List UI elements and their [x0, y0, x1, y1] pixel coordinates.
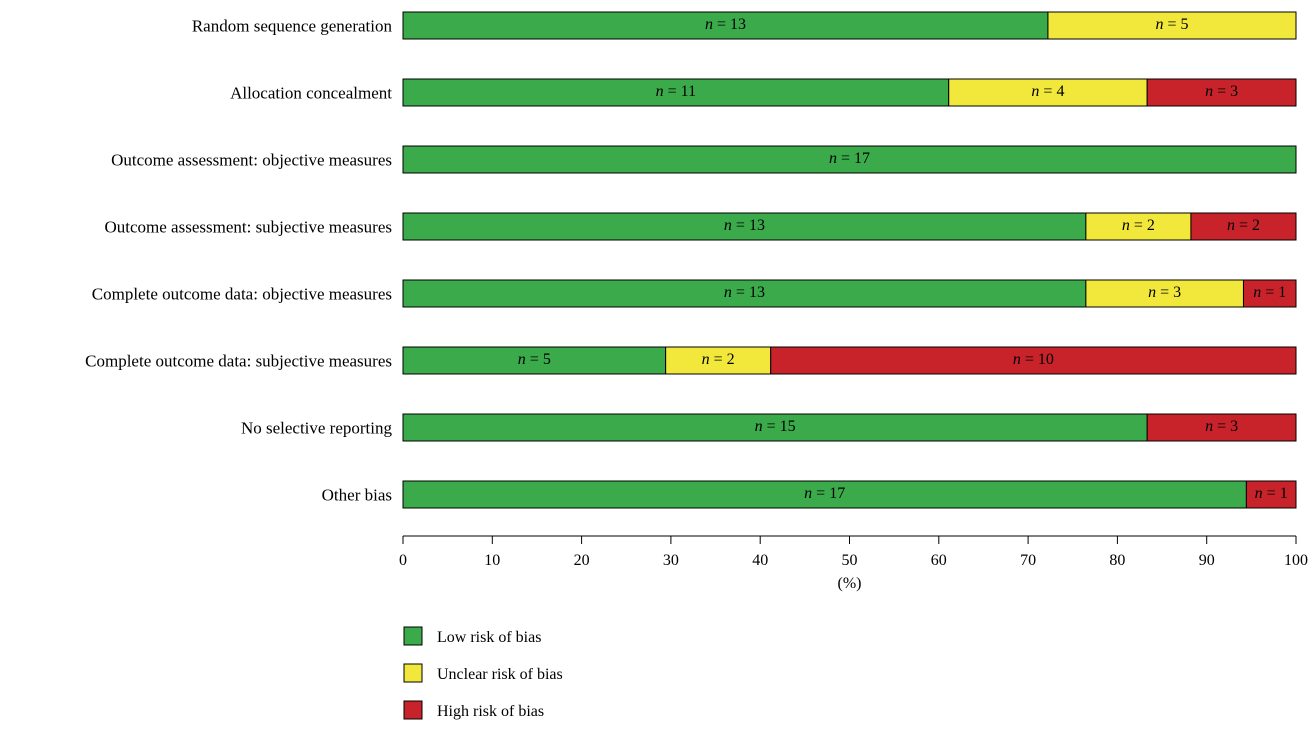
x-axis: 0 10 20 30 40 50 60 70 80 90 100 (%): [399, 535, 1308, 592]
bar-segment-low-risk-of-bias-complete-outcome-data-objective-measures: [402, 279, 1087, 308]
category-label-complete-outcome-data-objective-measures: Complete outcome data: objective measure…: [92, 285, 392, 304]
bar-segment-low-risk-of-bias-outcome-assessment-subjective-measures: [402, 212, 1087, 241]
x-tick-label-0: 0: [399, 552, 407, 569]
bar-segment-unclear-risk-of-bias-complete-outcome-data-subjective-measures: [665, 346, 772, 375]
segment-label-high-risk-of-bias-complete-outcome-data-objective-measures: n = 1: [1253, 284, 1286, 301]
category-label-outcome-assessment-objective-measures: Outcome assessment: objective measures: [111, 151, 392, 170]
bar-segment-high-risk-of-bias-outcome-assessment-subjective-measures: [1190, 212, 1297, 241]
x-tick-label-30: 30: [663, 552, 679, 569]
segment-label-low-risk-of-bias-allocation-concealment: n = 11: [656, 83, 696, 100]
segment-label-unclear-risk-of-bias-allocation-concealment: n = 4: [1031, 83, 1064, 100]
legend-swatch-unclear-risk-of-bias: [403, 663, 423, 683]
category-label-other-bias: Other bias: [322, 486, 392, 505]
category-label-no-selective-reporting: No selective reporting: [241, 419, 393, 438]
bar-segment-high-risk-of-bias-no-selective-reporting: [1146, 413, 1297, 442]
legend-swatch-high-risk-of-bias: [403, 700, 423, 720]
x-ticks: 0 10 20 30 40 50 60 70 80 90 100: [399, 536, 1308, 569]
bar-segment-unclear-risk-of-bias-random-sequence-generation: [1047, 11, 1297, 40]
bar-segment-high-risk-of-bias-complete-outcome-data-objective-measures: [1242, 279, 1297, 308]
segment-label-unclear-risk-of-bias-complete-outcome-data-subjective-measures: n = 2: [702, 351, 735, 368]
segment-label-low-risk-of-bias-complete-outcome-data-objective-measures: n = 13: [724, 284, 765, 301]
legend-label-low-risk-of-bias: Low risk of bias: [437, 629, 541, 646]
legend-label-high-risk-of-bias: High risk of bias: [437, 703, 544, 720]
bar-segment-unclear-risk-of-bias-outcome-assessment-subjective-measures: [1085, 212, 1192, 241]
category-labels: Random sequence generation Allocation con…: [85, 17, 392, 505]
x-tick-label-70: 70: [1020, 552, 1036, 569]
category-label-allocation-concealment: Allocation concealment: [230, 84, 392, 103]
x-tick-label-20: 20: [574, 552, 590, 569]
legend-label-unclear-risk-of-bias: Unclear risk of bias: [437, 666, 563, 683]
x-tick-label-80: 80: [1109, 552, 1125, 569]
bar-segment-low-risk-of-bias-allocation-concealment: [402, 78, 950, 107]
bar-segment-low-risk-of-bias-other-bias: [402, 480, 1247, 509]
segment-label-unclear-risk-of-bias-outcome-assessment-subjective-measures: n = 2: [1122, 217, 1155, 234]
segment-label-low-risk-of-bias-outcome-assessment-subjective-measures: n = 13: [724, 217, 765, 234]
segment-label-low-risk-of-bias-complete-outcome-data-subjective-measures: n = 5: [518, 351, 551, 368]
bar-segment-low-risk-of-bias-random-sequence-generation: [402, 11, 1049, 40]
segment-label-high-risk-of-bias-other-bias: n = 1: [1255, 485, 1288, 502]
segment-label-low-risk-of-bias-no-selective-reporting: n = 15: [755, 418, 796, 435]
segment-label-high-risk-of-bias-complete-outcome-data-subjective-measures: n = 10: [1013, 351, 1054, 368]
segment-label-low-risk-of-bias-other-bias: n = 17: [804, 485, 845, 502]
segment-label-unclear-risk-of-bias-random-sequence-generation: n = 5: [1155, 16, 1188, 33]
legend-swatch-low-risk-of-bias: [403, 626, 423, 646]
category-label-outcome-assessment-subjective-measures: Outcome assessment: subjective measures: [104, 218, 392, 237]
x-tick-label-90: 90: [1199, 552, 1215, 569]
segment-label-low-risk-of-bias-outcome-assessment-objective-measures: n = 17: [829, 150, 870, 167]
x-axis-title: (%): [838, 575, 862, 592]
bar-segment-high-risk-of-bias-complete-outcome-data-subjective-measures: [770, 346, 1297, 375]
x-tick-label-40: 40: [752, 552, 768, 569]
x-tick-label-50: 50: [842, 552, 858, 569]
x-tick-label-100: 100: [1284, 552, 1308, 569]
bar-segment-low-risk-of-bias-no-selective-reporting: [402, 413, 1148, 442]
bar-segment-low-risk-of-bias-complete-outcome-data-subjective-measures: [402, 346, 667, 375]
legend: Low risk of bias Unclear risk of bias High…: [403, 626, 563, 720]
segment-label-unclear-risk-of-bias-complete-outcome-data-objective-measures: n = 3: [1148, 284, 1181, 301]
x-tick-label-10: 10: [484, 552, 500, 569]
bars: n = 13 n = 5 n = 11 n = 4 n = 3 n = 17 n = 13 n…: [402, 11, 1297, 509]
segment-label-high-risk-of-bias-no-selective-reporting: n = 3: [1205, 418, 1238, 435]
bar-segment-low-risk-of-bias-outcome-assessment-objective-measures: [402, 145, 1297, 174]
category-label-complete-outcome-data-subjective-measures: Complete outcome data: subjective measur…: [85, 352, 392, 371]
bar-segment-high-risk-of-bias-allocation-concealment: [1146, 78, 1297, 107]
category-label-random-sequence-generation: Random sequence generation: [192, 17, 393, 36]
segment-label-high-risk-of-bias-allocation-concealment: n = 3: [1205, 83, 1238, 100]
bar-segment-high-risk-of-bias-other-bias: [1245, 480, 1297, 509]
x-tick-label-60: 60: [931, 552, 947, 569]
segment-label-low-risk-of-bias-random-sequence-generation: n = 13: [705, 16, 746, 33]
segment-label-high-risk-of-bias-outcome-assessment-subjective-measures: n = 2: [1227, 217, 1260, 234]
